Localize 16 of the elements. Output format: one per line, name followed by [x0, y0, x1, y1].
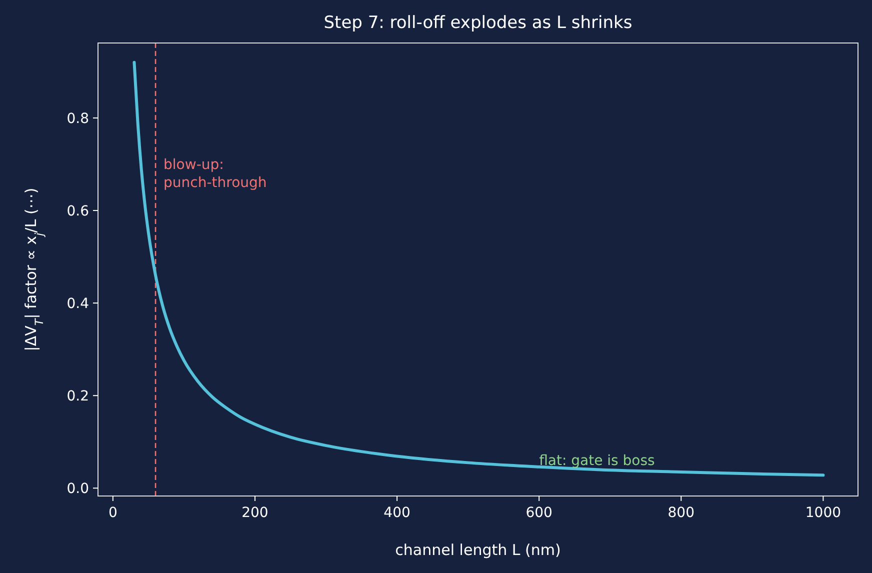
x-tick-label: 400: [384, 505, 410, 521]
x-tick-label: 200: [242, 505, 268, 521]
y-tick-label: 0.4: [66, 296, 90, 312]
y-tick-label: 0.8: [66, 110, 89, 127]
annotation: blow-up: punch-through: [164, 157, 267, 191]
x-tick-label: 0: [108, 505, 118, 521]
x-tick-label: 800: [668, 505, 695, 521]
x-tick-label: 1000: [805, 505, 842, 521]
x-tick-label: 600: [526, 505, 552, 521]
y-tick-label: 0.2: [66, 388, 89, 405]
annotation: flat: gate is boss: [539, 453, 655, 469]
x-axis-title: channel length L (nm): [395, 541, 561, 559]
y-tick-label: 0.0: [66, 481, 89, 498]
line-series: [132, 60, 825, 477]
y-tick-label: 0.6: [66, 204, 90, 220]
chart-title: Step 7: roll-off explodes as L shrinks: [324, 13, 632, 33]
